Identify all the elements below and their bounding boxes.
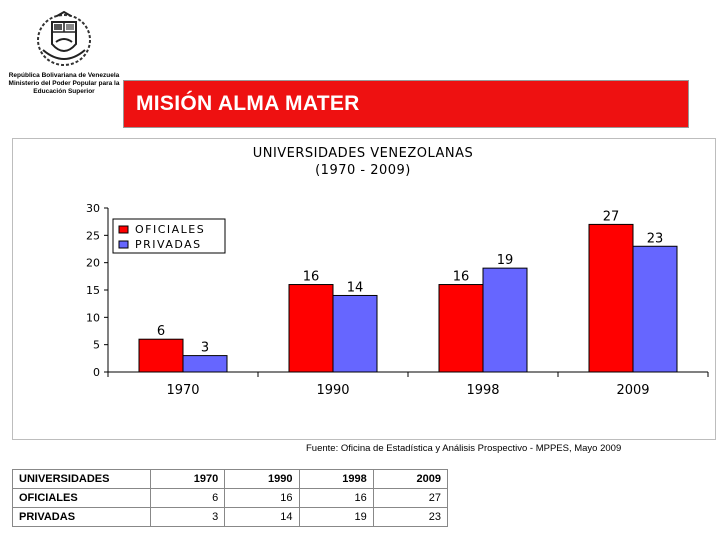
chart-title: UNIVERSIDADES VENEZOLANAS [253, 146, 474, 161]
bar-oficiales [588, 223, 634, 373]
source-note: Fuente: Oficina de Estadística y Análisi… [306, 443, 622, 454]
chart-subtitle: (1970 - 2009) [315, 163, 411, 178]
y-tick-label: 5 [93, 339, 100, 352]
table-cell: 19 [298, 507, 374, 527]
table-cell: PRIVADAS [12, 507, 151, 527]
bar-privadas [182, 355, 228, 373]
table-header-cell: UNIVERSIDADES [12, 469, 151, 489]
x-tick-label: 1998 [466, 383, 499, 398]
institution-line-1: República Bolivariana de Venezuela [8, 72, 120, 79]
data-table: UNIVERSIDADES 1970 1990 1998 2009 OFICIA… [12, 469, 449, 527]
data-label: 6 [157, 324, 165, 339]
table-header-cell: 1990 [224, 469, 300, 489]
legend-swatch [118, 225, 129, 234]
data-label: 19 [497, 253, 514, 268]
table-cell: 3 [149, 507, 226, 527]
table-row: PRIVADAS 3 14 19 23 [12, 507, 449, 527]
table-cell: 6 [149, 488, 226, 508]
bar-privadas [482, 267, 528, 373]
institution-line-3: Educación Superior [33, 88, 95, 95]
table-cell: 27 [372, 488, 449, 508]
table-header-cell: 1970 [149, 469, 226, 489]
table-row: OFICIALES 6 16 16 27 [12, 488, 449, 508]
x-tick-label: 2009 [616, 383, 649, 398]
table-cell: 23 [372, 507, 449, 527]
table-cell: 16 [224, 488, 300, 508]
bar-privadas [632, 245, 678, 373]
legend-label: PRIVADAS [135, 238, 202, 251]
legend-swatch [118, 240, 129, 249]
table-header-cell: 2009 [372, 469, 449, 489]
y-tick-label: 10 [86, 311, 100, 324]
y-tick-label: 20 [86, 257, 100, 270]
y-tick-label: 25 [86, 229, 100, 242]
institution-line-2: Ministerio del Poder Popular para la [8, 80, 120, 87]
coat-of-arms-icon [35, 10, 93, 68]
y-tick-label: 30 [86, 202, 100, 215]
x-tick-label: 1970 [166, 383, 199, 398]
y-tick-label: 15 [86, 284, 100, 297]
data-label: 27 [603, 209, 620, 224]
chart-svg: UNIVERSIDADES VENEZOLANAS (1970 - 2009) 0 5… [86, 146, 709, 398]
data-label: 23 [647, 231, 664, 246]
data-label: 16 [453, 270, 470, 285]
data-label: 14 [347, 280, 364, 295]
data-label: 16 [303, 270, 320, 285]
x-tick-label: 1990 [316, 383, 349, 398]
table-cell: OFICIALES [12, 488, 151, 508]
legend-box [112, 218, 226, 254]
bar-privadas [332, 294, 378, 373]
bar-oficiales [138, 338, 184, 373]
data-label: 3 [201, 341, 209, 356]
table-header-cell: 1998 [298, 469, 374, 489]
bar-oficiales [438, 284, 484, 373]
table-cell: 14 [224, 507, 300, 527]
table-header-row: UNIVERSIDADES 1970 1990 1998 2009 [12, 469, 449, 489]
bar-oficiales [288, 284, 334, 373]
legend-label: OFICIALES [135, 223, 205, 236]
bar-chart: UNIVERSIDADES VENEZOLANAS (1970 - 2009) 0 5… [12, 138, 716, 440]
table-cell: 16 [298, 488, 374, 508]
title-banner: MISIÓN ALMA MATER [123, 80, 689, 128]
page-title: MISIÓN ALMA MATER [136, 92, 360, 115]
y-tick-label: 0 [93, 366, 100, 379]
institution-name: República Bolivariana de Venezuela Minis… [0, 72, 128, 96]
